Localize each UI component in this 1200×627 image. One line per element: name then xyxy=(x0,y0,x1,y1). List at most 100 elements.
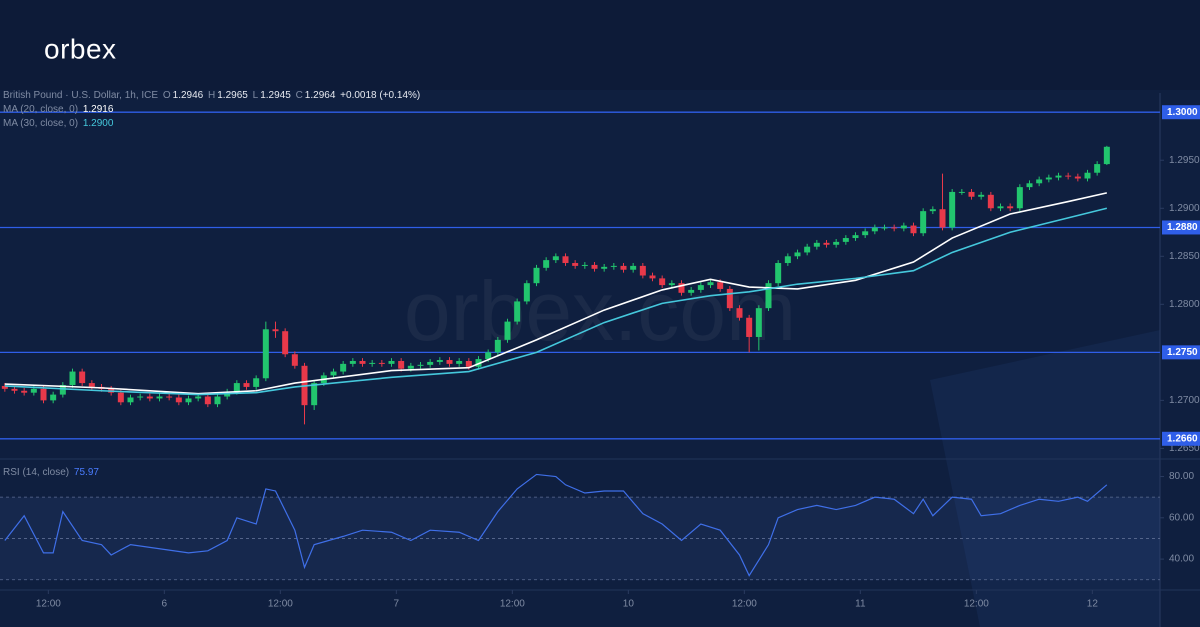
candle-body xyxy=(253,378,260,387)
candle-body xyxy=(504,321,511,340)
candle-body xyxy=(204,396,211,405)
price-legend: British Pound · U.S. Dollar, 1h, ICE O 1.… xyxy=(3,89,422,103)
x-tick-label: 12 xyxy=(1087,599,1099,610)
y-tick-label: 1.2850 xyxy=(1169,251,1200,262)
moving-average xyxy=(4,207,1108,396)
candle-body xyxy=(746,317,753,337)
x-tick-label: 11 xyxy=(855,599,866,610)
candle-body xyxy=(378,362,385,364)
candle-body xyxy=(137,396,144,398)
key: L xyxy=(252,90,259,101)
candle-body xyxy=(688,289,695,293)
low-value: 1.2945 xyxy=(260,90,291,101)
candle-body xyxy=(649,275,656,279)
level-label: 1.2750 xyxy=(1167,347,1198,358)
y-tick-label: 1.2950 xyxy=(1169,155,1200,166)
level-label: 1.2880 xyxy=(1167,222,1198,233)
candle-body xyxy=(997,206,1004,209)
candle-body xyxy=(21,390,28,393)
high-value: 1.2965 xyxy=(217,90,248,101)
candle-body xyxy=(543,260,550,268)
candle-body xyxy=(736,308,743,318)
candle-body xyxy=(1036,179,1043,184)
candle-body xyxy=(456,360,463,364)
candle-body xyxy=(891,227,898,229)
x-tick-label: 6 xyxy=(162,599,168,610)
y-tick-label: 1.2650 xyxy=(1169,443,1200,454)
candle-body xyxy=(514,301,521,322)
candle-body xyxy=(987,194,994,209)
ma-name: MA (30, close, 0) xyxy=(3,118,79,129)
candle-body xyxy=(852,235,859,239)
x-tick-label: 10 xyxy=(623,599,635,610)
candle-body xyxy=(146,396,153,399)
candle-body xyxy=(591,264,598,269)
candle-body xyxy=(1016,187,1023,209)
moving-average xyxy=(4,192,1108,395)
candle-body xyxy=(214,396,221,405)
y-tick-label: 1.2900 xyxy=(1169,203,1200,214)
candle-body xyxy=(630,265,637,270)
level-tag xyxy=(1162,220,1200,235)
symbol: British Pound · U.S. Dollar, 1h, ICE xyxy=(3,90,159,101)
candle-body xyxy=(929,209,936,212)
ma20-legend: MA (20, close, 0) 1.2916 xyxy=(3,103,115,117)
candle-body xyxy=(349,360,356,364)
candle-body xyxy=(900,225,907,229)
candle-body xyxy=(127,397,134,403)
candle-body xyxy=(311,383,318,406)
candle-body xyxy=(262,329,269,379)
key: O xyxy=(162,90,171,101)
candle-body xyxy=(765,283,772,309)
candle-body xyxy=(842,238,849,242)
candle-body xyxy=(407,365,414,369)
x-tick-label: 7 xyxy=(394,599,400,610)
candle-body xyxy=(175,397,182,403)
candle-body xyxy=(804,246,811,253)
candle-body xyxy=(601,266,608,269)
x-tick-label: 12:00 xyxy=(36,599,61,610)
candle-body xyxy=(659,278,666,286)
level-label: 1.2660 xyxy=(1167,433,1198,444)
candle-body xyxy=(398,360,405,369)
y-tick-label: 40.00 xyxy=(1169,554,1194,565)
logo: orbex xyxy=(44,33,117,64)
candle-body xyxy=(1,385,8,389)
candle-body xyxy=(195,396,202,399)
candle-body xyxy=(272,329,279,332)
candle-body xyxy=(69,371,76,385)
level-tag xyxy=(1162,105,1200,120)
candle-body xyxy=(117,392,124,403)
candle-body xyxy=(881,227,888,229)
candle-body xyxy=(40,388,47,401)
candle-body xyxy=(523,283,530,302)
candle-body xyxy=(678,283,685,293)
rsi-name: RSI (14, close) xyxy=(3,467,70,478)
candle-body xyxy=(572,263,579,266)
candle-body xyxy=(813,242,820,247)
open-value: 1.2946 xyxy=(172,90,204,101)
level-tag xyxy=(1162,431,1200,446)
candle-body xyxy=(958,191,965,193)
candle-body xyxy=(978,194,985,197)
candle-body xyxy=(1045,177,1052,180)
candle-body xyxy=(823,242,830,245)
candle-body xyxy=(697,285,704,290)
candle-body xyxy=(755,308,762,337)
candle-body xyxy=(707,282,714,286)
y-tick-label: 80.00 xyxy=(1169,471,1194,482)
candle-body xyxy=(726,288,733,309)
candle-body xyxy=(436,360,443,362)
candle-body xyxy=(1103,146,1110,165)
candle-body xyxy=(359,360,366,364)
candle-body xyxy=(88,383,95,387)
candle-body xyxy=(340,363,347,372)
candle-body xyxy=(620,265,627,270)
candle-body xyxy=(166,396,173,398)
candle-body xyxy=(717,282,724,289)
candle-body xyxy=(427,361,434,365)
candle-body xyxy=(552,256,559,261)
y-tick-label: 60.00 xyxy=(1169,512,1194,523)
